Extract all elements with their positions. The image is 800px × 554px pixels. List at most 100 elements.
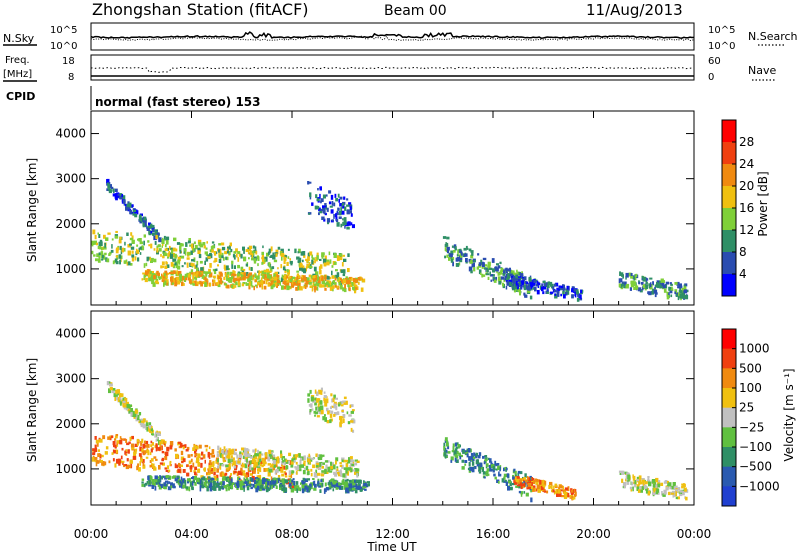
echo-cell (163, 482, 167, 487)
echo-cell (520, 485, 523, 489)
echo-cell (153, 235, 155, 241)
echo-cell (342, 414, 346, 417)
echo-cell (460, 454, 463, 458)
echo-cell (312, 478, 315, 480)
echo-cell (163, 282, 165, 287)
echo-cell (344, 283, 346, 289)
echo-cell (148, 223, 151, 226)
echo-cell (282, 480, 285, 485)
echo-cell (494, 460, 497, 466)
echo-cell (341, 282, 344, 285)
echo-cell (337, 482, 341, 486)
echo-cell (225, 468, 229, 472)
echo-cell (518, 482, 522, 486)
echo-cell (172, 252, 176, 258)
echo-cell (298, 468, 302, 472)
echo-cell (155, 458, 158, 461)
echo-cell (329, 286, 333, 291)
x-tick-label: 04:00 (174, 527, 209, 541)
echo-cell (335, 198, 339, 202)
echo-cell (270, 476, 273, 481)
echo-cell (107, 183, 111, 189)
echo-cell (177, 477, 180, 482)
echo-cell (366, 481, 370, 484)
echo-cell (316, 415, 320, 418)
echo-cell (216, 474, 219, 480)
echo-cell (252, 483, 255, 488)
echo-cell (319, 462, 322, 467)
echo-cell (161, 275, 164, 281)
echo-cell (219, 273, 223, 277)
echo-cell (151, 426, 153, 429)
echo-cell (352, 419, 356, 424)
echo-cell (183, 248, 187, 252)
echo-cell (205, 281, 209, 285)
echo-cell (343, 483, 346, 487)
echo-cell (188, 238, 191, 241)
echo-cell (194, 244, 198, 250)
echo-cell (196, 445, 199, 450)
echo-cell (523, 491, 526, 494)
echo-cell (247, 250, 250, 255)
echo-cell (204, 260, 206, 265)
echo-cell (197, 461, 201, 467)
echo-cell (346, 411, 349, 415)
echo-cell (363, 480, 365, 484)
echo-cell (192, 447, 196, 451)
echo-cell (675, 485, 678, 489)
echo-cell (299, 286, 303, 291)
echo-cell (308, 460, 311, 464)
echo-cell (570, 489, 573, 493)
echo-cell (328, 283, 330, 287)
echo-cell (226, 284, 230, 289)
echo-cell (311, 202, 314, 206)
echo-cell (165, 483, 168, 487)
echo-cell (235, 281, 238, 286)
echo-cell (294, 486, 298, 491)
echo-cell (228, 476, 232, 482)
echo-cell (662, 284, 666, 289)
echo-cell (218, 243, 222, 246)
echo-cell (311, 287, 314, 292)
echo-cell (298, 280, 301, 283)
echo-cell (450, 459, 453, 463)
echo-cell (131, 435, 134, 440)
echo-cell (204, 444, 209, 448)
echo-cell (348, 483, 352, 489)
echo-cell (284, 472, 287, 476)
echo-cell (165, 282, 169, 286)
echo-cell (198, 254, 202, 259)
echo-cell (207, 485, 211, 488)
echo-cell (226, 484, 230, 488)
echo-cell (542, 285, 547, 290)
echo-cell (248, 285, 251, 290)
echo-cell (153, 456, 157, 459)
echo-cell (292, 478, 295, 481)
echo-cell (121, 460, 125, 463)
echo-cell (196, 281, 200, 285)
echo-cell (546, 284, 550, 289)
echo-cell (334, 472, 338, 477)
echo-cell (135, 413, 138, 418)
echo-cell (140, 455, 143, 461)
echo-cell (243, 249, 245, 254)
echo-cell (223, 485, 227, 488)
echo-cell (117, 397, 120, 402)
echo-cell (321, 462, 325, 465)
echo-cell (530, 487, 533, 493)
echo-cell (203, 481, 207, 486)
echo-cell (125, 206, 129, 211)
echo-cell (352, 482, 356, 486)
echo-cell (217, 465, 220, 469)
echo-cell (339, 415, 343, 420)
echo-cell (224, 449, 227, 454)
echo-cell (316, 255, 319, 260)
echo-cell (104, 451, 108, 455)
echo-cell (317, 457, 322, 461)
echo-cell (510, 275, 514, 280)
echo-cell (306, 277, 310, 281)
echo-cell (322, 209, 325, 214)
echo-cell (126, 403, 130, 409)
echo-cell (641, 478, 645, 481)
echo-cell (342, 279, 346, 284)
